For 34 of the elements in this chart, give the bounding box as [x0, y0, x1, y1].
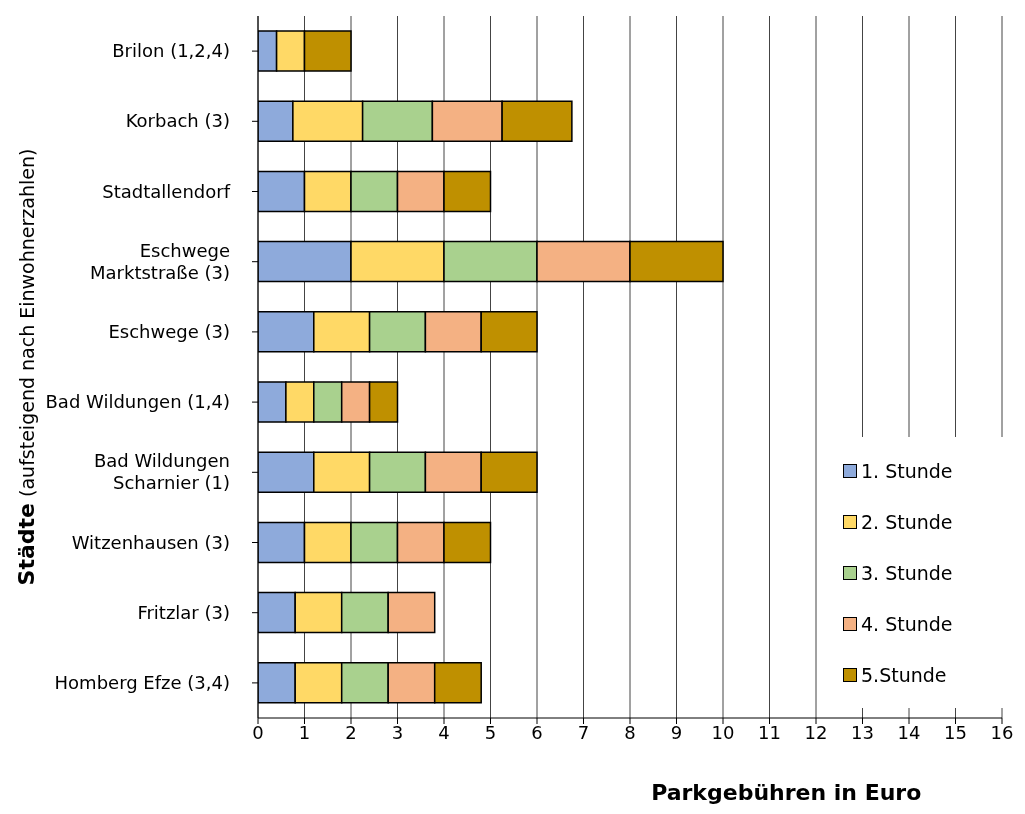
x-tick-label: 0: [252, 721, 264, 743]
legend-label: 2. Stunde: [861, 510, 953, 533]
legend-label: 3. Stunde: [861, 561, 953, 584]
y-tick-label: Korbach (3): [125, 110, 230, 132]
legend-label: 1. Stunde: [861, 459, 953, 482]
y-tick-label: Brilon (1,2,4): [112, 40, 230, 62]
legend-label: 4. Stunde: [861, 612, 953, 635]
x-tick-label: 10: [711, 721, 735, 743]
x-tick-label: 13: [851, 721, 874, 743]
y-tick-label: Witzenhausen (3): [71, 531, 230, 553]
y-tick-label: Eschwege (3): [108, 320, 230, 342]
legend-label: 5.Stunde: [861, 663, 947, 686]
x-axis-title: Parkgebühren in Euro: [651, 780, 922, 805]
x-tick-label: 11: [758, 721, 781, 743]
x-tick-label: 7: [577, 721, 590, 743]
y-axis-title: Städte (aufsteigend nach Einwohnerzahlen): [14, 148, 39, 586]
x-tick-label: 12: [804, 721, 828, 743]
x-tick-label: 16: [990, 721, 1014, 743]
x-tick-label: 8: [624, 721, 636, 743]
x-tick-label: 9: [670, 721, 683, 743]
y-tick-label: Fritzlar (3): [137, 601, 230, 623]
x-tick-label: 2: [345, 721, 357, 743]
x-tick-label: 6: [531, 721, 543, 743]
x-tick-label: 14: [897, 721, 921, 743]
y-tick-label: Eschwege Marktstraße (3): [90, 239, 230, 283]
x-tick-label: 3: [391, 721, 404, 743]
x-tick-label: 1: [298, 721, 311, 743]
y-tick-label: Bad Wildungen (1,4): [45, 391, 230, 413]
y-tick-label: Homberg Efze (3,4): [54, 671, 230, 693]
y-tick-label: Stadtallendorf: [102, 180, 231, 202]
x-tick-label: 15: [944, 721, 967, 743]
y-tick-label: Bad Wildungen Scharnier (1): [93, 450, 230, 494]
x-tick-label: 4: [438, 721, 450, 743]
x-tick-label: 5: [484, 721, 497, 743]
